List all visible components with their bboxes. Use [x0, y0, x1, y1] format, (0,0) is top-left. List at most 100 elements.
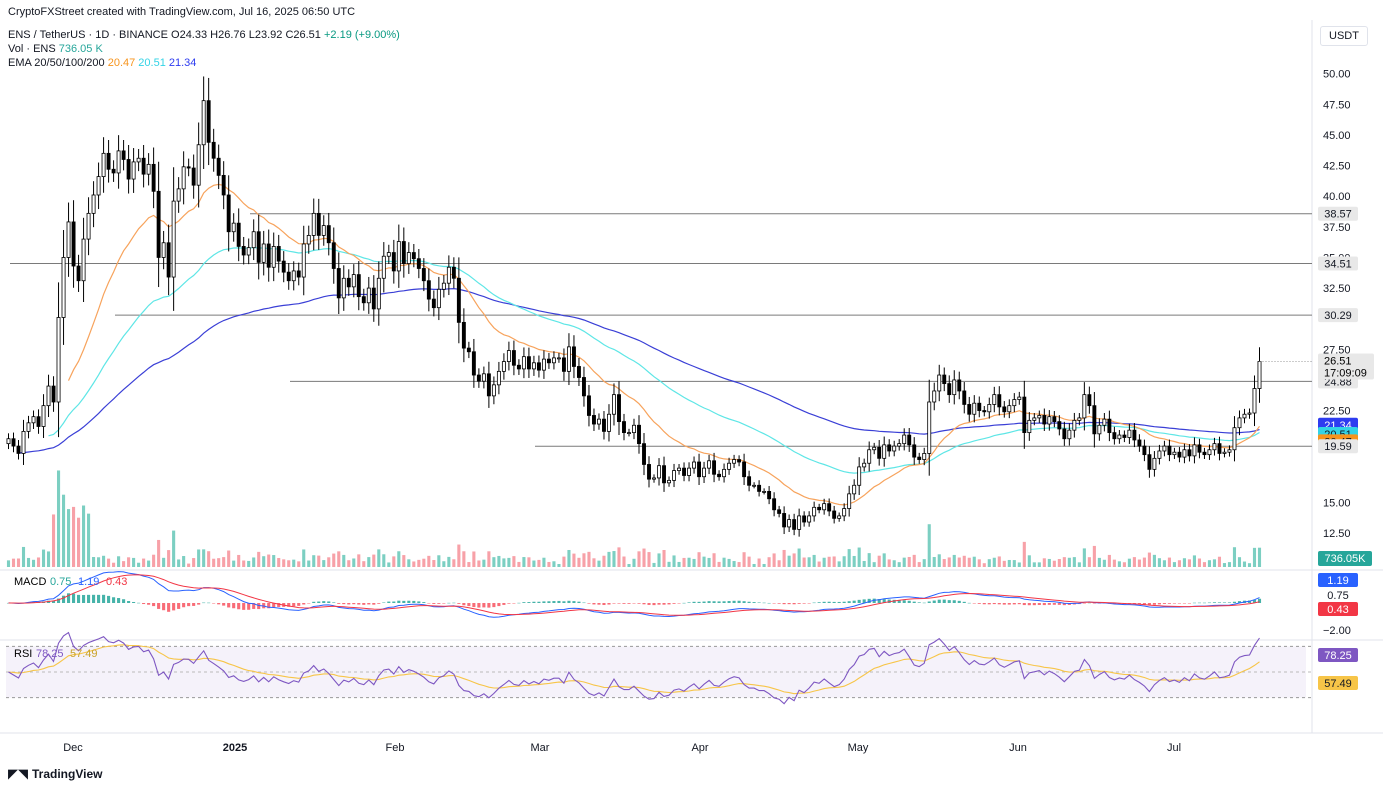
candle-body — [1157, 450, 1162, 459]
volume-legend[interactable]: Vol · ENS 736.05 K — [8, 43, 103, 55]
candle-body — [867, 449, 872, 464]
time-axis-label: Dec — [63, 742, 83, 754]
volume-bar — [1087, 557, 1091, 567]
price-tick: 40.00 — [1323, 191, 1351, 203]
macd-histogram-bar — [102, 594, 106, 603]
ema50-value: 20.51 — [138, 57, 166, 69]
volume-bar — [942, 559, 946, 567]
macd-histogram-bar — [247, 603, 251, 610]
candle-body — [1137, 439, 1142, 447]
macd-histogram-bar — [787, 603, 791, 605]
candle-body — [1172, 451, 1177, 456]
macd-histogram-bar — [482, 603, 486, 608]
candle-body — [471, 351, 476, 376]
macd-histogram-bar — [187, 603, 191, 607]
price-badge-text: 30.29 — [1324, 310, 1352, 322]
candle-body — [892, 445, 897, 452]
volume-bar — [312, 555, 316, 567]
volume-bar — [31, 559, 36, 567]
volume-bar — [1082, 548, 1086, 567]
candle-body — [767, 491, 772, 500]
volume-bar — [1052, 560, 1056, 567]
macd-histogram-bar — [382, 602, 386, 604]
volume-bar — [397, 551, 401, 567]
candle-body — [331, 242, 336, 269]
macd-histogram-bar — [587, 603, 591, 604]
candle-body — [1032, 417, 1037, 421]
macd-histogram-bar — [97, 594, 101, 603]
candle-body — [927, 401, 932, 454]
volume-bar — [932, 557, 936, 567]
macd-histogram-bar — [812, 602, 816, 604]
volume-bar — [707, 557, 711, 567]
candle-body — [406, 252, 411, 264]
volume-bar — [212, 558, 216, 567]
volume-bar — [1022, 541, 1026, 567]
candle-body — [592, 415, 596, 425]
volume-bar — [602, 555, 606, 567]
tradingview-logo[interactable]: ◤◥ TradingView — [8, 766, 102, 782]
symbol-name[interactable]: ENS / TetherUS · 1D · BINANCE — [8, 29, 168, 41]
macd-histogram-bar — [302, 603, 306, 605]
time-axis-label: Feb — [386, 742, 405, 754]
price-tick: 42.50 — [1323, 161, 1351, 173]
rsi-line — [8, 631, 1260, 705]
candle-body — [957, 379, 962, 392]
volume-bar — [352, 558, 356, 567]
macd-histogram-bar — [847, 601, 851, 603]
volume-bar — [1137, 559, 1141, 567]
volume-bar — [1252, 547, 1257, 567]
macd-histogram-bar — [127, 601, 131, 603]
volume-bar — [442, 561, 446, 567]
volume-bar — [1132, 557, 1136, 567]
candle-body — [336, 268, 341, 299]
candle-body — [371, 287, 376, 310]
candle-body — [937, 374, 942, 392]
macd-histogram-bar — [962, 601, 966, 603]
macd-histogram-bar — [232, 603, 236, 609]
macd-histogram-bar — [682, 602, 686, 604]
macd-histogram-bar — [767, 602, 771, 604]
macd-histogram-bar — [447, 602, 451, 604]
volume-value: 736.05 K — [58, 43, 103, 55]
macd-histogram-bar — [257, 603, 261, 610]
macd-histogram-bar — [312, 601, 316, 603]
ohlc-change: +2.19 (+9.00%) — [323, 29, 400, 41]
candle-body — [206, 100, 211, 143]
candle-body — [521, 356, 526, 370]
price-tick: 50.00 — [1323, 69, 1351, 81]
candle-body — [1112, 432, 1117, 440]
volume-bar — [617, 547, 621, 567]
macd-histogram-bar — [797, 603, 801, 604]
volume-bar — [467, 562, 471, 567]
macd-histogram-bar — [662, 603, 666, 605]
candle-body — [106, 152, 111, 170]
ema-legend[interactable]: EMA 20/50/100/200 20.47 20.51 21.34 — [8, 57, 196, 69]
candle-body — [76, 265, 81, 282]
price-badge — [1318, 308, 1358, 323]
candle-body — [1192, 444, 1197, 457]
volume-bar — [51, 514, 56, 567]
volume-bar — [437, 555, 441, 567]
macd-histogram-bar — [752, 602, 756, 603]
candle-body — [491, 384, 496, 397]
volume-bar — [1117, 561, 1121, 567]
volume-bar — [552, 561, 556, 567]
candle-body — [226, 194, 231, 233]
volume-bar — [902, 557, 906, 567]
volume-bar — [897, 562, 901, 567]
currency-button[interactable]: USDT — [1320, 26, 1368, 46]
macd-histogram-bar — [112, 597, 116, 603]
macd-histogram-bar — [77, 594, 81, 603]
volume-bar — [657, 553, 661, 567]
volume-bar — [1197, 558, 1202, 567]
candle-body — [71, 221, 76, 267]
volume-bar — [697, 552, 701, 567]
candle-body — [1142, 445, 1147, 456]
macd-badge-text: 0.43 — [1327, 604, 1348, 616]
macd-histogram-bar — [1052, 603, 1056, 605]
macd-histogram-bar — [1217, 602, 1222, 603]
macd-histogram-bar — [1002, 603, 1006, 605]
candle-body — [1207, 449, 1212, 456]
